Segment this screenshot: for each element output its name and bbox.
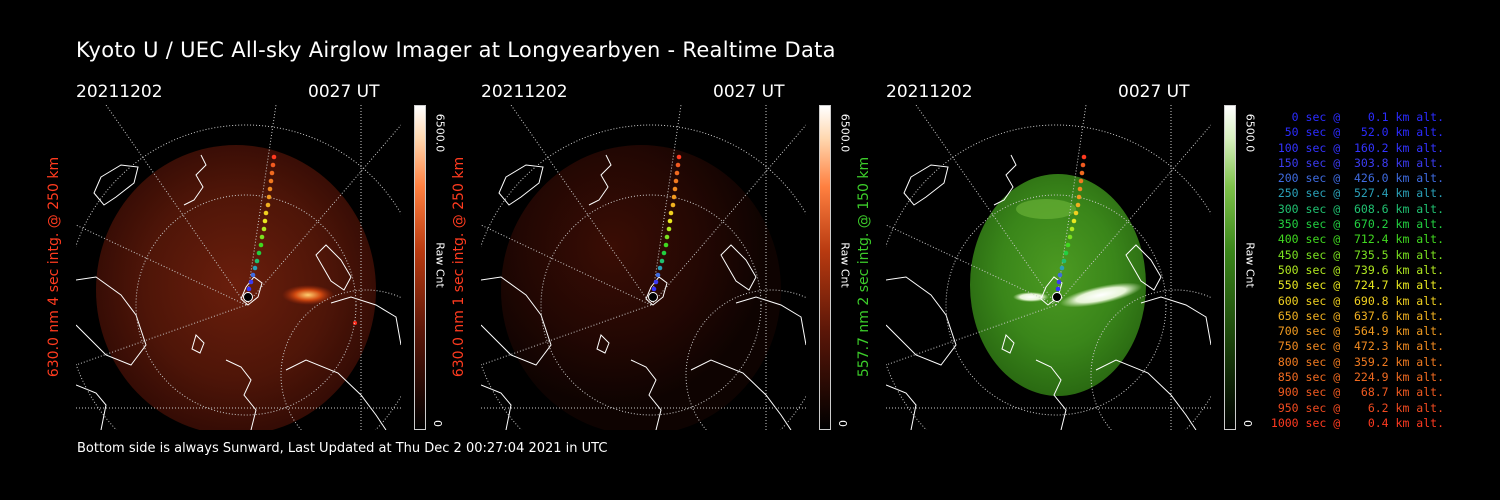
trajectory-track [243,154,277,302]
legend-row: 550 sec @ 724.7 km alt. [1277,278,1444,293]
allsky-map-svg [886,105,1211,430]
colorbar-min: 0 [431,420,444,427]
legend-row: 700 sec @ 564.9 km alt. [1277,324,1444,339]
airglow-panel-3: 20211202 0027 UT 557.7 nm 2 sec intg. @ … [856,80,1346,430]
legend-row: 900 sec @ 68.7 km alt. [1277,385,1444,400]
allsky-image [76,105,401,430]
panel-date: 20211202 [76,82,163,102]
legend-row: 100 sec @ 160.2 km alt. [1277,140,1444,155]
trajectory-track [1052,154,1087,302]
colorbar-label-text: Raw Cnt [1243,242,1257,288]
page-title: Kyoto U / UEC All-sky Airglow Imager at … [76,38,836,62]
allsky-map-svg [76,105,401,430]
legend-row: 800 sec @ 359.2 km alt. [1277,354,1444,369]
legend-row: 0 sec @ 0.1 km alt. [1291,110,1444,124]
colorbar-max: 6500.0 [1241,105,1259,185]
wavelength-label-text: 557.7 nm 2 sec intg. @ 150 km [856,156,872,378]
allsky-image [886,105,1211,430]
legend-row: 650 sec @ 637.6 km alt. [1277,308,1444,323]
legend-row: 1000 sec @ 0.4 km alt. [1270,415,1444,430]
allsky-image [481,105,806,430]
legend-row: 150 sec @ 303.8 km alt. [1277,155,1444,170]
panel-time: 0027 UT [1118,82,1190,102]
wavelength-label: 630.0 nm 1 sec intg. @ 250 km [445,105,473,430]
legend-row: 250 sec @ 527.4 km alt. [1277,186,1444,201]
legend-row: 350 sec @ 670.2 km alt. [1277,217,1444,232]
colorbar-min: 0 [1241,420,1254,427]
wavelength-label: 630.0 nm 4 sec intg. @ 250 km [40,105,68,430]
panel-date: 20211202 [886,82,973,102]
panel-time: 0027 UT [308,82,380,102]
panel-date: 20211202 [481,82,568,102]
legend-row: 50 sec @ 52.0 km alt. [1284,125,1444,140]
wavelength-label-text: 630.0 nm 1 sec intg. @ 250 km [451,156,467,378]
colorbar-max-text: 6500.0 [1243,113,1257,153]
legend-row: 300 sec @ 608.6 km alt. [1277,201,1444,216]
trajectory-track [648,154,682,302]
legend-row: 200 sec @ 426.0 km alt. [1277,171,1444,186]
wavelength-label: 557.7 nm 2 sec intg. @ 150 km [850,105,878,430]
colorbar [414,105,426,430]
airglow-panel-2: 20211202 0027 UT 630.0 nm 1 sec intg. @ … [451,80,941,430]
colorbar-label: Raw Cnt [1241,230,1259,300]
legend-row: 600 sec @ 690.8 km alt. [1277,293,1444,308]
footer-note: Bottom side is always Sunward, Last Upda… [77,441,608,456]
colorbar [1224,105,1236,430]
colorbar [819,105,831,430]
legend-row: 400 sec @ 712.4 km alt. [1277,232,1444,247]
legend-row: 450 sec @ 735.5 km alt. [1277,247,1444,262]
legend-row: 950 sec @ 6.2 km alt. [1277,400,1444,415]
trajectory-legend: 0 sec @ 0.1 km alt. 50 sec @ 52.0 km alt.… [1262,110,1444,431]
legend-row: 850 sec @ 224.9 km alt. [1277,370,1444,385]
airglow-panel-1: 20211202 0027 UT 630.0 nm 4 sec intg. @ … [46,80,536,430]
colorbar-min: 0 [836,420,849,427]
panel-time: 0027 UT [713,82,785,102]
legend-row: 500 sec @ 739.6 km alt. [1277,262,1444,277]
wavelength-label-text: 630.0 nm 4 sec intg. @ 250 km [46,156,62,378]
allsky-map-svg [481,105,806,430]
legend-row: 750 sec @ 472.3 km alt. [1277,339,1444,354]
